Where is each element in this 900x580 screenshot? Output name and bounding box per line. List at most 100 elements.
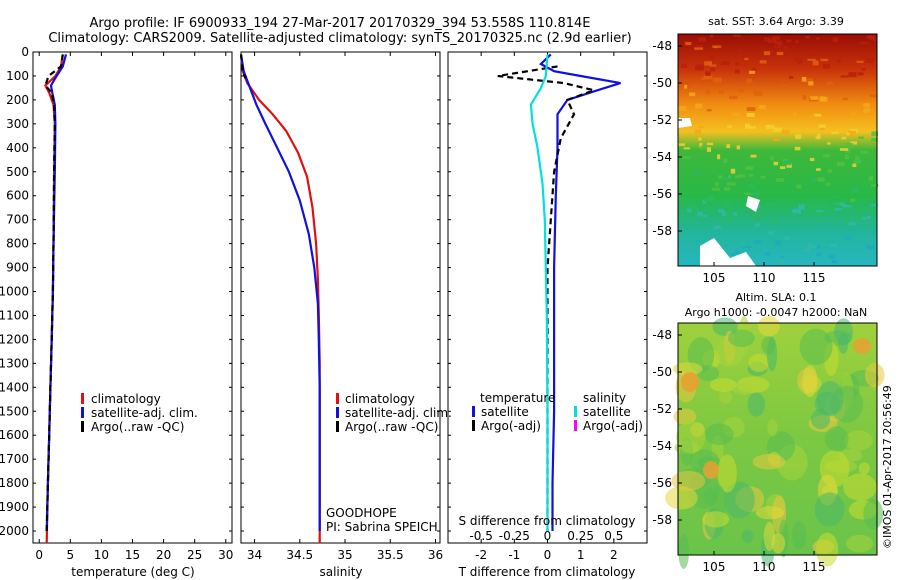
- s-diff-tick-label: -0.5: [469, 529, 492, 543]
- sst-texture-cell: [726, 144, 731, 149]
- legend-label-temp-argo: Argo(-adj): [481, 419, 541, 433]
- salinity-axis-label: salinity: [319, 565, 362, 579]
- sst-texture-cell: [849, 132, 853, 137]
- sla-texture-blob: [824, 426, 849, 452]
- sst-texture-cell: [695, 103, 703, 109]
- sst-texture-cell: [817, 133, 821, 139]
- sst-texture-cell: [833, 201, 841, 205]
- sst-texture-cell: [855, 156, 860, 161]
- series-line-salinity-satellite: [529, 54, 549, 531]
- sst-texture-cell: [732, 112, 740, 117]
- sst-texture-cell: [794, 58, 803, 61]
- sst-texture-cell: [866, 35, 873, 39]
- legend-swatch-climatology: [81, 393, 84, 404]
- sst-texture-cell: [868, 175, 874, 181]
- sla-map-lon-ticks: 105 110 115: [703, 551, 825, 574]
- sst-texture-cell: [730, 168, 736, 174]
- legend-label-sal-satellite: satellite: [583, 405, 631, 419]
- sst-texture-cell: [795, 134, 802, 139]
- sst-texture-cell: [832, 195, 839, 198]
- depth-tick-label: 1300: [0, 356, 29, 370]
- sst-texture-cell: [703, 75, 713, 80]
- sla-texture-blob: [858, 462, 870, 475]
- sst-texture-cell: [850, 188, 859, 193]
- series-line-satellite-adj-clim-: [239, 54, 321, 531]
- lat-tick-label: -50: [652, 76, 672, 90]
- difference-legend: temperature salinity satellite Argo(-adj…: [472, 391, 643, 433]
- sst-texture-cell: [775, 178, 785, 182]
- sst-texture-cell: [712, 187, 720, 191]
- sst-texture-cell: [678, 105, 687, 111]
- legend-swatch-sal-satellite: [574, 406, 577, 417]
- sst-texture-cell: [699, 142, 703, 148]
- sst-texture-cell: [788, 76, 794, 79]
- salinity-panel: 34 34.5 35 35.5 36 salinity climatology sate…: [239, 51, 452, 579]
- sst-texture-cell: [792, 208, 801, 214]
- lon-tick-label: 110: [753, 271, 776, 285]
- sst-texture-cell: [767, 231, 774, 235]
- sst-texture-cell: [803, 248, 811, 253]
- sst-texture-cell: [839, 148, 849, 151]
- sst-texture-cell: [835, 202, 845, 205]
- sst-texture-cell: [773, 161, 779, 166]
- sst-texture-cell: [718, 209, 725, 213]
- sst-texture-cell: [734, 250, 739, 254]
- sst-texture-cell: [702, 214, 707, 217]
- figure-subtitle: Climatology: CARS2009. Satellite-adjuste…: [48, 31, 631, 46]
- sla-texture-blob: [681, 372, 699, 392]
- sst-texture-cell: [726, 125, 732, 128]
- sst-texture-cell: [696, 64, 704, 70]
- sst-texture-cell: [723, 202, 732, 207]
- sst-texture-cell: [738, 89, 745, 92]
- sst-map-frame: [677, 33, 878, 267]
- sst-texture-cell: [817, 177, 825, 182]
- sla-texture-blob: [816, 381, 844, 417]
- sst-map: sat. SST: 3.64 Argo: 3.39 -48 -50 -52 -54 -5…: [652, 15, 879, 285]
- sst-texture-cell: [841, 136, 847, 140]
- sst-texture-cell: [776, 51, 784, 56]
- x-tick-label: 35.5: [377, 548, 404, 562]
- sst-texture-cell: [723, 158, 728, 164]
- legend-header-salinity: salinity: [583, 391, 626, 405]
- sla-texture-blob: [732, 382, 753, 395]
- legend-swatch-temp-satellite: [472, 406, 475, 417]
- sla-map: Altim. SLA: 0.1 Argo h1000: -0.0047 h200…: [652, 291, 885, 574]
- sst-texture-cell: [694, 129, 701, 134]
- sst-texture-cell: [829, 243, 838, 247]
- sst-map-texture: [678, 34, 879, 265]
- sst-texture-cell: [825, 182, 831, 187]
- x-tick-label: 2: [610, 548, 618, 562]
- sst-texture-cell: [784, 236, 791, 241]
- sst-texture-cell: [871, 131, 878, 136]
- sst-texture-cell: [779, 84, 788, 88]
- sst-texture-cell: [733, 212, 737, 216]
- sst-texture-cell: [746, 107, 756, 112]
- sst-texture-cell: [772, 36, 780, 40]
- series-line-temperature-satellite: [539, 53, 621, 531]
- sst-texture-cell: [707, 142, 714, 146]
- sst-texture-cell: [802, 95, 807, 100]
- sst-texture-cell: [871, 184, 879, 187]
- lat-tick-label: -52: [652, 113, 672, 127]
- sst-texture-cell: [773, 127, 782, 132]
- sst-texture-cell: [727, 212, 734, 216]
- sst-texture-cell: [722, 85, 732, 90]
- sst-texture-cell: [733, 34, 741, 37]
- sst-texture-cell: [774, 40, 782, 45]
- sst-texture-cell: [706, 147, 712, 152]
- sst-texture-cell: [683, 147, 690, 150]
- x-tick-label: 1: [577, 548, 585, 562]
- sla-texture-blob: [752, 453, 786, 470]
- sst-texture-cell: [701, 77, 705, 80]
- sst-texture-cell: [775, 240, 782, 246]
- legend-label-satellite: satellite-adj. clim.: [345, 406, 452, 420]
- sst-texture-cell: [717, 154, 721, 160]
- sst-texture-cell: [698, 37, 706, 42]
- sla-texture-blob: [703, 487, 717, 506]
- sst-texture-cell: [700, 145, 707, 150]
- sst-texture-cell: [766, 202, 775, 207]
- sst-texture-cell: [764, 37, 770, 42]
- legend-swatch-argo: [81, 421, 84, 432]
- salinity-plot-frame: [240, 51, 441, 544]
- sst-texture-cell: [780, 130, 790, 135]
